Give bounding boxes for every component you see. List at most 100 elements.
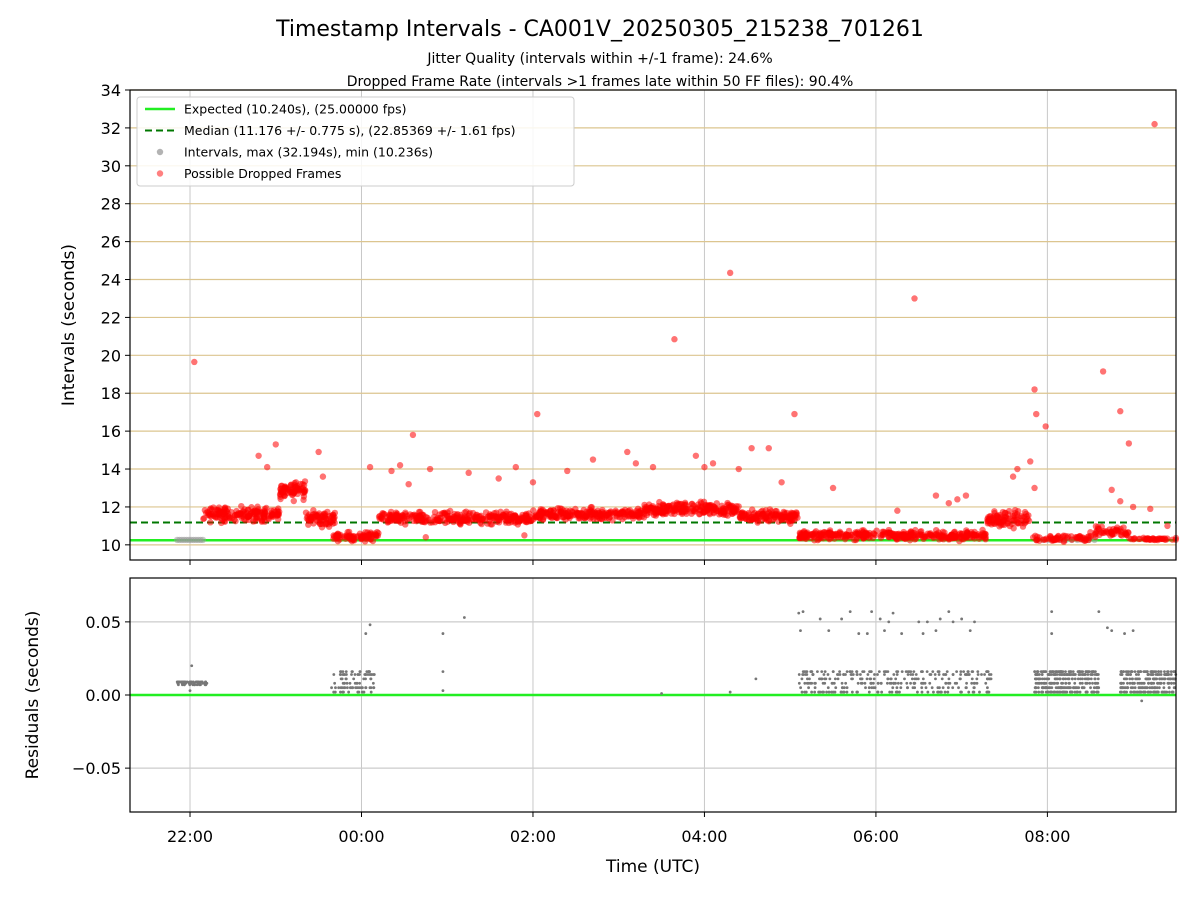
residual-point	[1170, 681, 1173, 685]
dropped-frame-point	[233, 511, 241, 518]
residual-point	[1167, 681, 1171, 685]
residual-point	[890, 690, 894, 694]
residual-point	[1097, 686, 1101, 690]
residual-point	[1136, 670, 1140, 673]
residual-point	[1128, 681, 1132, 685]
dropped-frame-point	[710, 509, 717, 516]
residual-point	[1075, 686, 1079, 690]
residual-point	[1154, 686, 1157, 690]
residual-point	[824, 677, 828, 681]
dropped-frame-point	[319, 473, 327, 480]
residual-point	[1064, 681, 1068, 685]
residual-point	[867, 686, 871, 690]
residual-point	[1093, 670, 1097, 673]
dropped-frame-point	[255, 452, 262, 459]
residual-point	[822, 673, 826, 676]
residual-point	[944, 681, 948, 685]
residual-point	[976, 670, 980, 673]
residual-point	[1078, 681, 1082, 685]
residual-point	[462, 616, 466, 619]
residual-point	[855, 670, 859, 673]
residual-point	[181, 680, 184, 684]
residual-point	[1073, 677, 1077, 681]
residual-point	[362, 677, 366, 681]
residual-point	[1034, 686, 1037, 690]
legend-box	[136, 96, 575, 187]
residual-point	[1080, 681, 1084, 685]
residual-point	[801, 610, 805, 614]
residual-point	[660, 692, 663, 695]
residual-point	[351, 686, 354, 690]
residual-point	[980, 673, 983, 676]
dropped-frame-point	[1055, 532, 1062, 540]
dropped-frame-point	[944, 534, 951, 541]
residual-point	[178, 680, 182, 684]
residual-point	[844, 681, 848, 685]
residual-point	[1152, 690, 1156, 694]
dropped-frame-point	[979, 530, 987, 537]
dropped-frame-point	[529, 479, 537, 486]
residual-point	[834, 686, 838, 690]
residual-point	[959, 670, 963, 673]
residual-point	[856, 681, 860, 685]
residual-point	[947, 610, 951, 614]
residual-point	[811, 673, 815, 676]
residual-point	[909, 681, 912, 685]
residual-point	[869, 670, 873, 673]
residual-point	[1058, 670, 1062, 673]
residual-point	[728, 690, 732, 694]
residual-point	[973, 681, 977, 685]
residual-point	[1034, 690, 1038, 694]
dropped-frame-point	[1082, 535, 1089, 542]
dropped-frame-point	[315, 448, 322, 456]
y-tick-label: 26	[101, 233, 121, 252]
residual-point	[1144, 686, 1147, 690]
residual-point	[1146, 673, 1150, 676]
residual-point	[1067, 681, 1071, 685]
dropped-frame-point	[260, 512, 268, 519]
residual-point	[876, 690, 880, 694]
dropped-frame-point	[787, 520, 794, 527]
dropped-frame-point	[763, 513, 770, 520]
residual-point	[960, 690, 963, 694]
residual-point	[1125, 677, 1129, 681]
residual-point	[943, 673, 947, 676]
residual-point	[877, 670, 881, 673]
dropped-frame-point	[387, 508, 395, 516]
residual-point	[1156, 690, 1159, 694]
dropped-frame-point	[1108, 486, 1115, 494]
residual-point	[870, 681, 873, 685]
residual-point	[1065, 690, 1069, 694]
dropped-frame-point	[329, 511, 337, 519]
residual-point	[1126, 681, 1129, 685]
dropped-frame-point	[958, 530, 966, 537]
dropped-frame-point	[261, 505, 269, 513]
residual-point	[1060, 670, 1064, 673]
dropped-frame-point	[437, 514, 444, 522]
residual-point	[1150, 681, 1153, 685]
dropped-frame-point	[820, 535, 827, 542]
residual-point	[352, 677, 356, 681]
residual-point	[1160, 690, 1164, 694]
residual-point	[895, 673, 899, 676]
residual-point	[934, 629, 938, 633]
residual-point	[1078, 690, 1082, 694]
residual-point	[973, 620, 976, 624]
residual-point	[855, 690, 859, 694]
residual-point	[946, 690, 950, 694]
residual-point	[842, 686, 846, 690]
residual-point	[1140, 699, 1144, 703]
dropped-frame-point	[1027, 458, 1034, 465]
x-tick-label: 02:00	[510, 827, 556, 846]
residual-point	[1150, 670, 1153, 673]
dropped-frame-point	[420, 511, 427, 519]
residual-point	[888, 690, 892, 694]
dropped-frame-point	[705, 505, 713, 512]
residual-point	[968, 629, 972, 633]
dropped-frame-point	[343, 533, 350, 541]
dropped-frame-point	[258, 517, 266, 524]
residual-point	[810, 681, 814, 685]
residual-point	[885, 681, 889, 685]
residual-point	[931, 670, 935, 673]
residual-point	[921, 681, 925, 685]
